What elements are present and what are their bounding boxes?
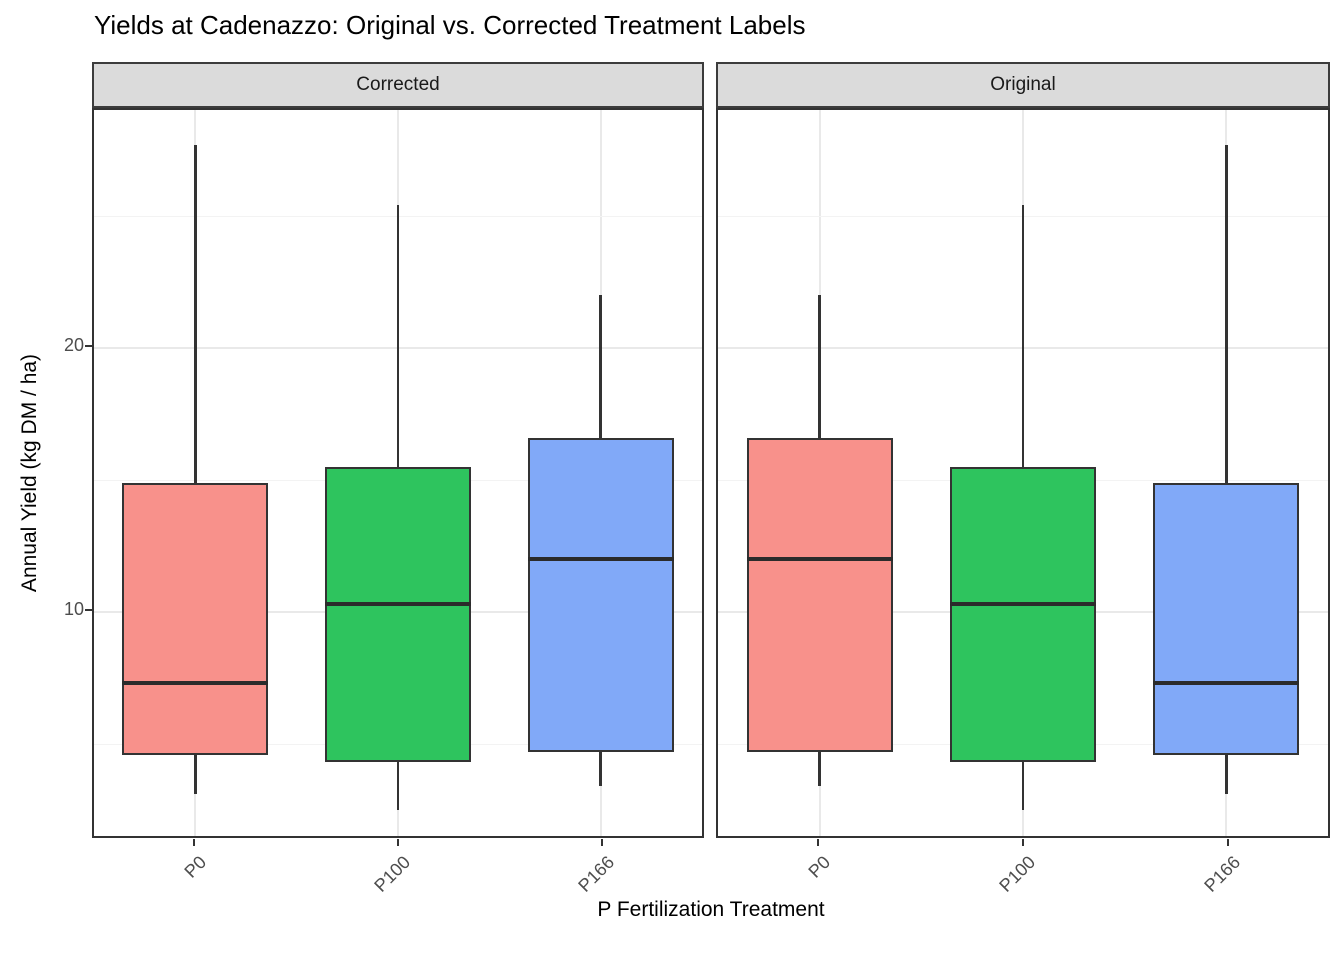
x-tick-mark [817,839,820,846]
y-tick-label: 10 [63,599,84,619]
y-tick-mark [85,345,92,347]
facet-strip-corrected: Corrected [92,62,704,108]
facet-strip-original: Original [716,62,1330,108]
boxplot-median [1153,681,1300,686]
facet-strip-label: Corrected [356,74,440,95]
facet-panel-original [716,108,1330,838]
y-axis-title: Annual Yield (kg DM / ha) [18,353,41,593]
facet-panel-corrected [92,108,704,838]
x-tick-mark [601,839,603,846]
boxplot-median [325,602,471,607]
y-tick-label: 20 [63,335,84,355]
x-axis-title: P Fertilization Treatment [597,898,825,921]
x-tick-mark [1022,839,1024,846]
boxplot-median [746,557,893,562]
boxplot-box [1153,482,1300,755]
boxplot-whisker [194,144,197,795]
boxplot-median [950,602,1096,607]
boxplot-median [122,681,269,686]
boxplot-box [527,437,674,752]
chart-title: Yields at Cadenazzo: Original vs. Correc… [94,10,806,40]
boxplot-box [950,466,1096,763]
boxplot-median [527,557,674,562]
facet-strip-label: Original [990,74,1056,95]
x-tick-mark [193,839,195,846]
x-tick-mark [1226,839,1229,846]
boxplot-whisker [1225,144,1228,795]
y-tick-mark [85,609,92,611]
boxplot-box [122,482,269,755]
boxplot-box [325,466,471,763]
boxplot-box [746,437,893,752]
x-tick-mark [397,839,399,846]
